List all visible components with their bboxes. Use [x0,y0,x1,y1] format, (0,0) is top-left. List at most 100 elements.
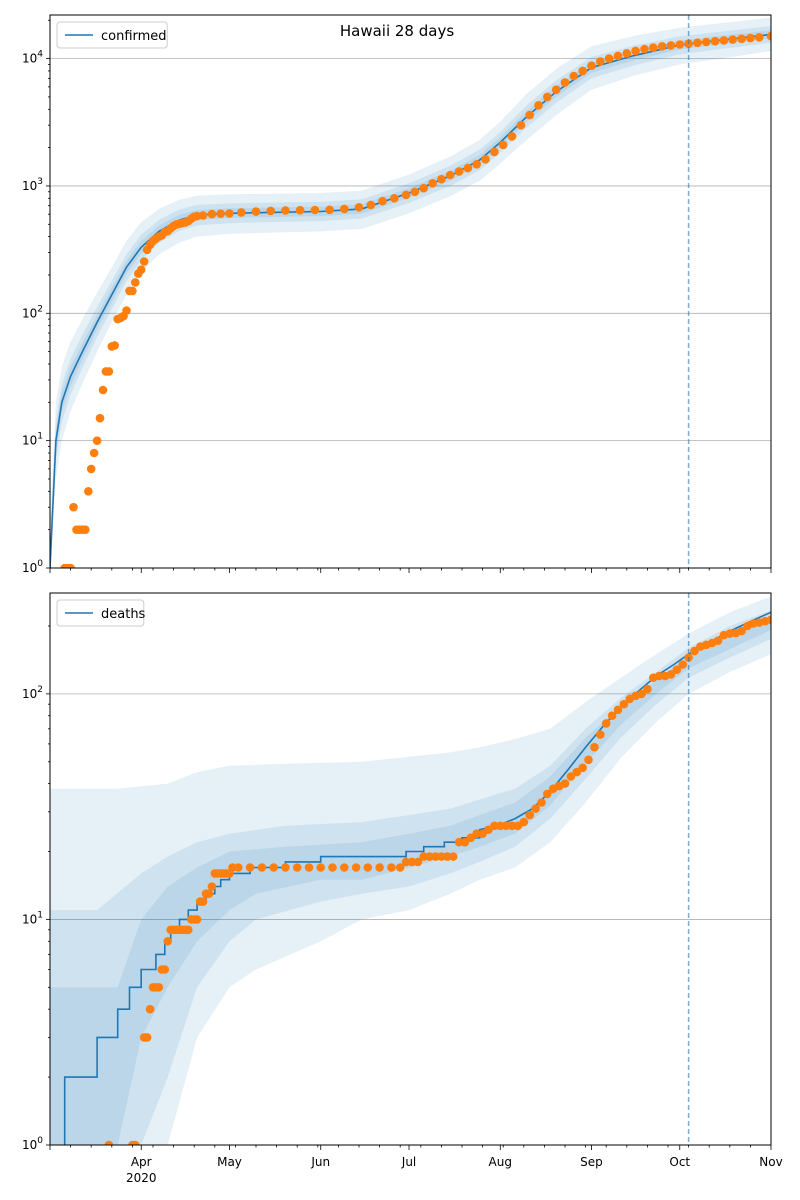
legend: confirmed [56,21,168,49]
y-axis: 100 101 102 103 104 [22,19,50,575]
data-point [69,502,78,512]
data-point [672,665,682,674]
data-point [631,46,640,56]
data-point [401,190,411,200]
data-point [198,211,208,220]
data-point [225,209,234,218]
data-point [766,31,771,41]
data-point [560,779,570,788]
data-point [207,209,217,219]
data-point [657,42,667,51]
x-axis [49,568,772,573]
data-point [584,755,593,765]
data-point [104,367,114,376]
data-point [728,35,737,44]
data-point [460,837,470,847]
data-point [104,1140,114,1145]
data-point [448,852,458,861]
data-point [95,413,105,423]
data-point [419,183,429,193]
observed-points [60,31,771,568]
data-point [184,925,193,935]
data-point [463,163,473,173]
data-point [481,155,490,164]
data-point [363,863,373,872]
data-point [431,852,440,861]
data-point [596,57,605,66]
data-point [281,206,290,215]
x-tick-label: Apr [131,1155,152,1169]
axes-frame [49,14,772,569]
data-point [678,660,687,669]
data-point [110,341,119,350]
data-point [507,132,517,141]
data-point [551,85,561,94]
data-point [207,882,217,891]
data-point [637,689,646,699]
data-point [139,257,149,266]
data-point [354,203,364,212]
deaths-panel: 100 101 102 Apr 2020 May Jun Jul Aug Sep Oct Nov dea… [22,592,783,1185]
data-point [472,829,482,838]
data-point [340,863,349,872]
data-point [516,120,526,130]
grid-lines [50,58,771,442]
data-point [281,863,290,872]
y-tick-label: 101 [22,910,43,926]
data-point [428,179,437,188]
data-point [666,670,676,679]
data-point [351,863,361,872]
x-tick-label: Jun [310,1155,330,1169]
data-point [713,636,723,645]
data-point [454,167,464,176]
data-point [578,66,587,76]
data-point [569,71,579,81]
data-point [746,33,755,43]
x-tick-sublabel: 2020 [126,1171,157,1185]
legend-label: confirmed [101,29,167,44]
y-tick-label: 104 [22,50,43,66]
data-point [128,286,137,296]
data-point [292,863,302,872]
data-point [310,205,320,215]
data-point [419,852,429,861]
data-point [98,385,108,395]
legend-box [56,599,145,627]
data-point [204,889,214,898]
data-point [613,51,623,61]
data-point [666,41,676,50]
data-point [234,863,243,872]
data-point [425,852,434,861]
data-point [654,671,664,681]
data-point [192,915,202,924]
data-point [445,170,455,180]
data-point [702,37,711,47]
data-point [328,863,337,872]
data-point [737,626,746,636]
data-point [572,767,582,777]
data-point [216,209,225,218]
data-point [596,730,605,739]
y-tick-label: 102 [22,304,43,320]
data-point [675,40,685,49]
data-point [501,821,511,831]
x-tick-label: Aug [489,1155,512,1169]
x-tick-label: Nov [759,1155,782,1169]
x-tick-label: Jul [401,1155,416,1169]
data-point [413,857,423,867]
data-point [269,863,279,872]
data-point [537,798,546,807]
x-tick-label: Sep [580,1155,603,1169]
data-point [251,207,261,216]
data-point [754,33,764,42]
y-tick-label: 101 [22,432,43,448]
grid-lines [50,693,771,920]
data-point [719,36,729,45]
data-point [131,1140,140,1145]
data-point [534,101,543,110]
data-point [136,265,146,275]
data-point [543,92,552,102]
data-point [325,205,334,215]
data-point [387,863,396,872]
data-point [142,1033,152,1042]
